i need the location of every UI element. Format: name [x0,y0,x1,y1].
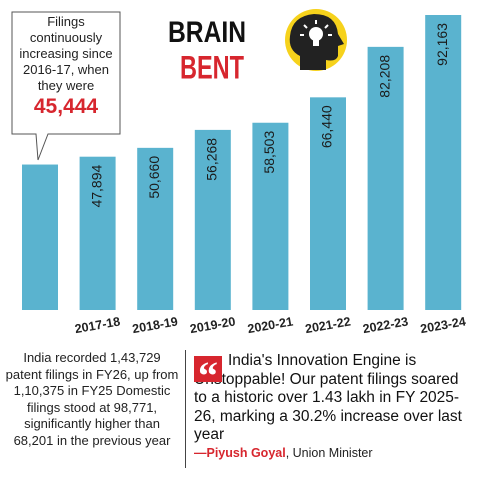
value-label: 56,268 [204,138,220,181]
attribution-role: , Union Minister [285,446,373,460]
bar [22,164,58,310]
quote-icon: “ [194,356,222,396]
bar [252,122,289,310]
x-tick-label: 2021-22 [304,314,352,336]
x-tick-label: 2023-24 [419,314,467,336]
bar [79,156,116,310]
bar [367,46,404,310]
quote: India's Innovation Engine is Unstoppable… [194,352,462,443]
callout-text: Filings continuously increasing since 20… [19,14,113,93]
value-label: 50,660 [146,156,162,199]
x-tick-label: 2019-20 [189,314,237,336]
callout: Filings continuously increasing since 20… [14,14,118,120]
bar [425,15,462,310]
value-label: 47,894 [88,164,104,207]
x-tick-label: 2017-18 [74,314,122,336]
callout-box [11,11,121,161]
callout-wrap: Filings continuously increasing since 20… [14,14,118,120]
bar [194,129,231,310]
brain-icon [285,9,347,71]
callout-value: 45,444 [33,95,99,118]
attribution-name: —Piyush Goyal [194,446,286,460]
value-label: 82,208 [376,55,392,98]
bar [137,147,174,310]
attribution: —Piyush Goyal, Union Minister [194,446,373,460]
chart: BRAIN BENT Filings continuously increasi… [11,9,467,336]
divider [185,350,186,468]
x-tick-label: 2022-23 [362,314,410,336]
value-label: 58,503 [261,131,277,174]
x-tick-label: 2018-19 [131,314,179,336]
value-label: 66,440 [319,105,335,148]
x-tick-label: 2020-21 [246,314,294,336]
bar [310,97,346,310]
chart-title: BRAIN [168,16,246,49]
value-label: 92,163 [434,23,450,66]
chart-title-accent: BENT [180,49,244,85]
note: India recorded 1,43,729 patent filings i… [5,350,179,448]
